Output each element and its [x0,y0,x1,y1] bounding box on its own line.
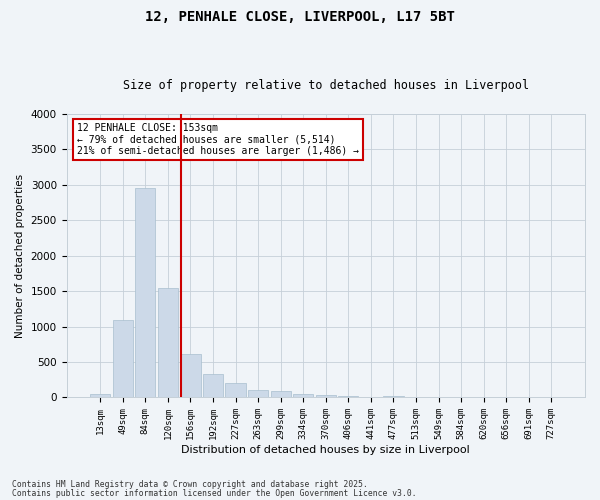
Text: 12 PENHALE CLOSE: 153sqm
← 79% of detached houses are smaller (5,514)
21% of sem: 12 PENHALE CLOSE: 153sqm ← 79% of detach… [77,122,359,156]
Bar [383,396,404,398]
X-axis label: Distribution of detached houses by size in Liverpool: Distribution of detached houses by size … [181,445,470,455]
Bar [203,374,223,398]
Bar [361,397,381,398]
Bar [181,354,200,398]
Bar [293,394,313,398]
Bar [90,394,110,398]
Bar [158,288,178,398]
Bar [338,396,358,398]
Bar [226,382,246,398]
Bar [271,390,291,398]
Bar [316,395,336,398]
Text: Contains public sector information licensed under the Open Government Licence v3: Contains public sector information licen… [12,488,416,498]
Text: 12, PENHALE CLOSE, LIVERPOOL, L17 5BT: 12, PENHALE CLOSE, LIVERPOOL, L17 5BT [145,10,455,24]
Y-axis label: Number of detached properties: Number of detached properties [15,174,25,338]
Bar [248,390,268,398]
Text: Contains HM Land Registry data © Crown copyright and database right 2025.: Contains HM Land Registry data © Crown c… [12,480,368,489]
Bar [135,188,155,398]
Bar [113,320,133,398]
Title: Size of property relative to detached houses in Liverpool: Size of property relative to detached ho… [123,79,529,92]
